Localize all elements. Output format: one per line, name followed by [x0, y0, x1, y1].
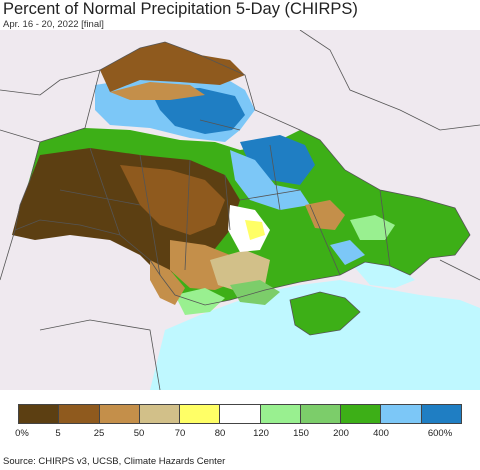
neighbor-lines — [0, 30, 480, 390]
oblast-lines — [59, 119, 391, 276]
ukraine-outline — [14, 41, 471, 306]
legend-swatch-5 — [220, 405, 261, 423]
legend-swatch-10 — [421, 405, 461, 423]
legend-tick: 25 — [93, 428, 105, 439]
legend-swatch-3 — [139, 405, 181, 423]
borders — [0, 30, 480, 390]
legend-swatch-0 — [19, 405, 60, 423]
field-west-mid — [120, 165, 225, 235]
field-east-blue — [330, 240, 365, 265]
legend-tick: 0% — [15, 428, 29, 439]
crimea-outline — [289, 291, 361, 336]
field-north-tan — [110, 82, 205, 100]
black-sea-area — [150, 280, 480, 390]
legend-swatch-8 — [341, 405, 382, 423]
legend-tick: 400 — [373, 428, 389, 439]
field-east-tan — [305, 200, 345, 230]
precip-fields — [12, 42, 470, 335]
legend-swatch-1 — [59, 405, 100, 423]
field-south-light — [175, 288, 225, 315]
field-north-dry — [100, 42, 245, 92]
legend-swatch-7 — [300, 405, 342, 423]
source-credit: Source: CHIRPS v3, UCSB, Climate Hazards… — [3, 456, 226, 467]
legend-tick: 70 — [174, 428, 186, 439]
legend-tick: 50 — [133, 428, 145, 439]
legend-ticks: 0% 5 25 50 70 80 120 150 200 400 600% — [0, 428, 480, 442]
legend-tick: 150 — [293, 428, 309, 439]
legend-colorbar — [18, 404, 462, 424]
field-north-very-wet — [150, 88, 245, 134]
field-northeast-blue — [240, 135, 315, 185]
azov-sea-area — [350, 258, 415, 288]
field-crimea — [290, 292, 360, 335]
legend-tick: 200 — [333, 428, 349, 439]
field-moldova — [150, 260, 185, 305]
legend-tick: 80 — [214, 428, 226, 439]
precipitation-map — [0, 30, 480, 390]
legend-tick: 600% — [427, 428, 453, 439]
legend-swatch-6 — [260, 405, 301, 423]
legend-swatch-9 — [381, 405, 422, 423]
legend-swatch-4 — [180, 405, 221, 423]
field-northeast-light — [230, 150, 310, 210]
legend-swatch-2 — [99, 405, 140, 423]
map-title: Percent of Normal Precipitation 5-Day (C… — [3, 0, 358, 18]
legend-tick: 120 — [253, 428, 269, 439]
map-subtitle: Apr. 16 - 20, 2022 [final] — [3, 19, 104, 30]
field-central-yellow — [245, 220, 265, 240]
legend-tick: 5 — [55, 428, 61, 439]
